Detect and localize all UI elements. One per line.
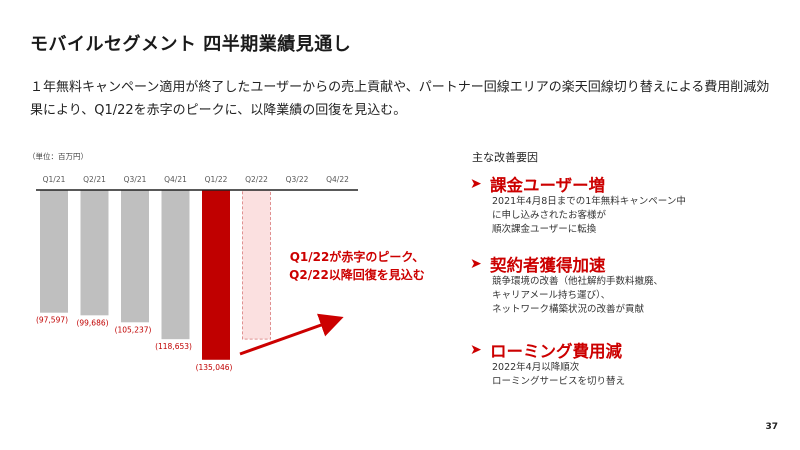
x-tick-label: Q1/21	[43, 175, 66, 184]
bar-Q1/22	[202, 190, 230, 360]
description-text: １年無料キャンペーン適用が終了したユーザーからの売上貢献や、パートナー回線エリア…	[30, 80, 770, 118]
page-title: モバイルセグメント 四半期業績見通し	[30, 34, 352, 55]
chevron-right-icon: ➤	[470, 256, 482, 272]
factor-line: 2021年4月8日までの1年無料キャンペーン中	[492, 196, 686, 207]
factor-title: 課金ユーザー増	[490, 176, 606, 195]
bar-Q1/21	[40, 190, 68, 313]
chevron-right-icon: ➤	[470, 342, 482, 358]
factor-roaming-cost: ➤ ローミング費用減 2022年4月以降順次 ローミングサービスを切り替え	[470, 339, 790, 389]
factor-line: 2022年4月以降順次	[492, 362, 580, 373]
bar-Q2/21	[80, 190, 109, 316]
factor-line: キャリアメール持ち運び）、	[492, 290, 611, 301]
data-label: (105,237)	[115, 325, 152, 334]
callout-line-2: Q2/22以降回復を見込む	[289, 268, 425, 282]
unit-label: （単位：百万円）	[28, 152, 88, 161]
data-label: (97,597)	[36, 316, 68, 325]
bar-Q3/21	[121, 190, 149, 323]
data-label: (118,653)	[155, 342, 192, 351]
factor-title: ローミング費用減	[490, 342, 622, 361]
factor-line: ネットワーク構築状況の改善が貢献	[492, 304, 645, 315]
factor-line: 競争環境の改善（他社解約手数料撤廃、	[492, 276, 664, 287]
data-label: (99,686)	[76, 318, 108, 327]
factor-title: 契約者獲得加速	[490, 256, 606, 275]
page-number: 37	[765, 422, 778, 432]
factor-line: 順次課金ユーザーに転換	[492, 224, 597, 235]
x-tick-label: Q2/21	[83, 175, 106, 184]
factor-paying-users: ➤ 課金ユーザー増 2021年4月8日までの1年無料キャンペーン中 に申し込みさ…	[470, 173, 790, 237]
factor-subscriber-acquisition: ➤ 契約者獲得加速 競争環境の改善（他社解約手数料撤廃、 キャリアメール持ち運び…	[470, 253, 790, 317]
factor-line: ローミングサービスを切り替え	[492, 376, 626, 387]
factors-heading: 主な改善要因	[472, 151, 538, 164]
x-tick-label: Q1/22	[205, 175, 228, 184]
callout-text: Q1/22が赤字のピーク、 Q2/22以降回復を見込む	[262, 248, 452, 284]
factor-line: に申し込みされたお客様が	[492, 210, 607, 221]
x-tick-label: Q3/22	[286, 175, 309, 184]
x-tick-label: Q3/21	[124, 175, 147, 184]
bar-Q2/22	[242, 189, 271, 340]
data-label: (135,046)	[196, 363, 233, 372]
x-tick-label: Q4/22	[326, 175, 349, 184]
recovery-arrow	[239, 313, 344, 356]
bar-Q4/21	[161, 190, 190, 340]
x-tick-label: Q4/21	[164, 175, 187, 184]
callout-line-1: Q1/22が赤字のピーク、	[289, 250, 425, 264]
x-tick-label: Q2/22	[245, 175, 268, 184]
chevron-right-icon: ➤	[470, 176, 482, 192]
